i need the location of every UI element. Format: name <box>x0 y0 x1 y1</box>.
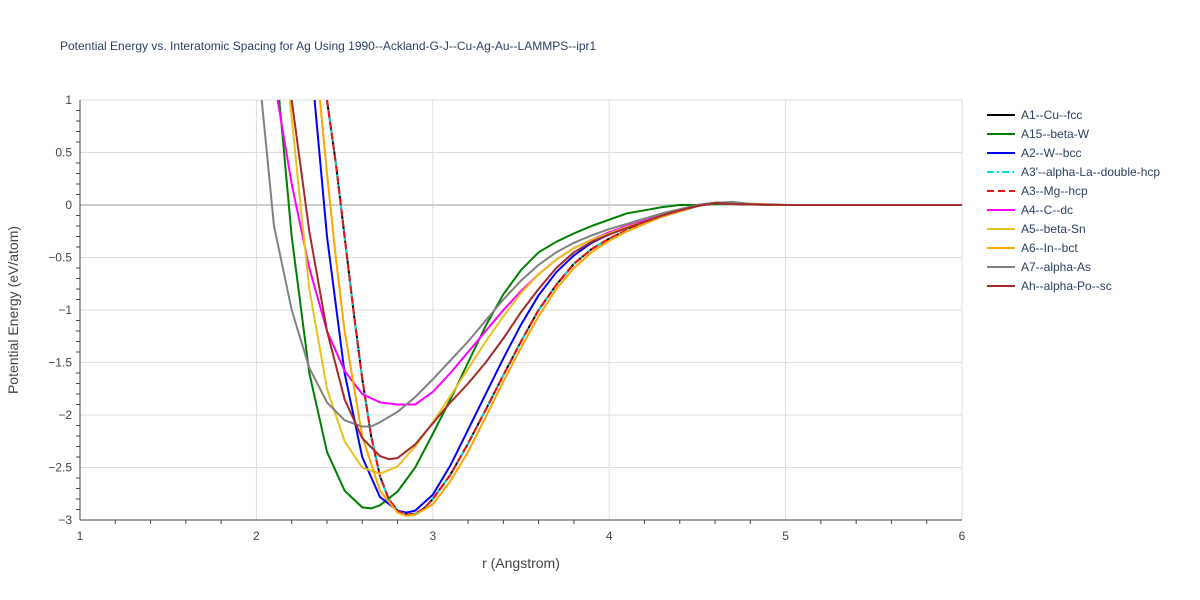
legend-label: A15--beta-W <box>1021 127 1090 141</box>
x-tick-label: 5 <box>782 529 789 543</box>
legend-label: A1--Cu--fcc <box>1021 108 1082 122</box>
y-tick-label: −2.5 <box>48 461 72 475</box>
series-line-8 <box>260 100 962 428</box>
legend-item[interactable]: A5--beta-Sn <box>987 222 1086 236</box>
y-tick-label: 1 <box>65 93 72 107</box>
legend-item[interactable]: A15--beta-W <box>987 127 1090 141</box>
y-tick-label: −1 <box>58 303 72 317</box>
legend-label: A7--alpha-As <box>1021 260 1091 274</box>
series-line-1 <box>278 100 962 510</box>
series-lines <box>260 100 962 517</box>
legend[interactable]: A1--Cu--fcc A15--beta-W A2--W--bcc A3'--alp… <box>987 108 1160 293</box>
series-line-5 <box>276 100 962 406</box>
y-tick-label: −1.5 <box>48 356 72 370</box>
axes <box>79 100 962 521</box>
legend-item[interactable]: A3--Mg--hcp <box>987 184 1088 198</box>
legend-item[interactable]: A7--alpha-As <box>987 260 1091 274</box>
x-tick-label: 2 <box>253 529 260 543</box>
legend-label: A6--In--bct <box>1021 241 1078 255</box>
series-line-7 <box>318 100 962 517</box>
y-tick-label: −2 <box>58 408 72 422</box>
series-line-6 <box>288 100 962 475</box>
legend-label: A2--W--bcc <box>1021 146 1081 160</box>
legend-label: A3'--alpha-La--double-hcp <box>1021 165 1160 179</box>
axis-ticks: 1 2 3 4 5 6 1 0.5 0 −0.5 −1 −1.5 −2 −2.5 −3 <box>48 93 965 543</box>
grid <box>80 99 963 521</box>
legend-label: A3--Mg--hcp <box>1021 184 1088 198</box>
legend-item[interactable]: Ah--alpha-Po--sc <box>987 279 1112 293</box>
y-axis-title: Potential Energy (eV/atom) <box>5 226 21 394</box>
series-line-9 <box>290 100 962 461</box>
x-axis-title: r (Angstrom) <box>482 555 560 571</box>
legend-item[interactable]: A4--C--dc <box>987 203 1073 217</box>
y-tick-label: −0.5 <box>48 251 72 265</box>
y-tick-label: 0 <box>65 198 72 212</box>
y-tick-label: 0.5 <box>55 146 72 160</box>
legend-label: Ah--alpha-Po--sc <box>1021 279 1112 293</box>
x-tick-label: 3 <box>429 529 436 543</box>
legend-item[interactable]: A2--W--bcc <box>987 146 1081 160</box>
legend-item[interactable]: A1--Cu--fcc <box>987 108 1082 122</box>
y-tick-label: −3 <box>58 513 72 527</box>
chart-title: Potential Energy vs. Interatomic Spacing… <box>60 39 597 53</box>
legend-label: A4--C--dc <box>1021 203 1073 217</box>
legend-item[interactable]: A3'--alpha-La--double-hcp <box>987 165 1160 179</box>
x-tick-label: 6 <box>959 529 966 543</box>
legend-label: A5--beta-Sn <box>1021 222 1086 236</box>
x-tick-label: 1 <box>77 529 84 543</box>
x-tick-label: 4 <box>606 529 613 543</box>
legend-item[interactable]: A6--In--bct <box>987 241 1078 255</box>
